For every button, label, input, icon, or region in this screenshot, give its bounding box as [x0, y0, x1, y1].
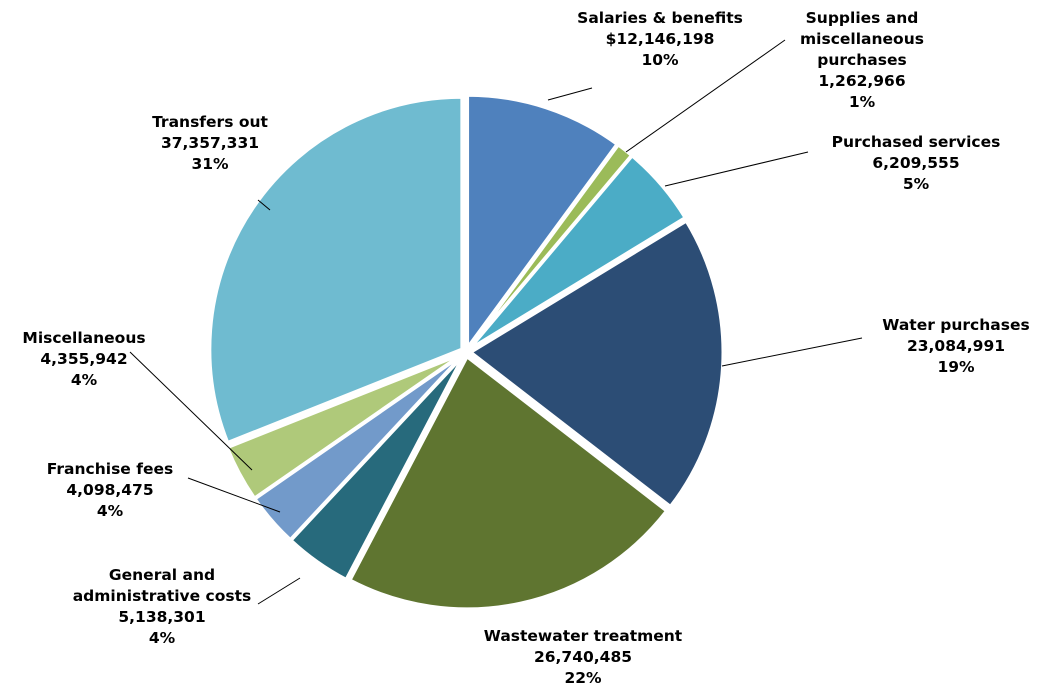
percent-label: 4% — [96, 502, 124, 520]
value-label: 26,740,485 — [533, 648, 633, 666]
value-label: 5,138,301 — [118, 608, 206, 626]
pie-slice — [208, 95, 464, 445]
leader-line — [187, 477, 281, 513]
slice-label: Franchise fees 4,098,475 4% — [20, 459, 200, 522]
leader-line — [257, 577, 301, 605]
pie-slice — [348, 354, 669, 611]
category-label: Purchased services — [831, 133, 1001, 151]
slice-label: Wastewater treatment 26,740,485 22% — [453, 626, 713, 689]
percent-label: 22% — [564, 669, 602, 687]
percent-label: 19% — [937, 358, 975, 376]
slice-label: Purchased services 6,209,555 5% — [806, 132, 1026, 195]
slice-label: General and administrative costs 5,138,30… — [67, 565, 257, 649]
category-label: Miscellaneous — [22, 329, 146, 347]
category-label: Water purchases — [882, 316, 1030, 334]
category-label: Salaries & benefits — [577, 9, 743, 27]
percent-label: 5% — [902, 175, 930, 193]
slice-label: Supplies and miscellaneous purchases 1,26… — [797, 8, 927, 113]
percent-label: 31% — [191, 155, 229, 173]
percent-label: 10% — [641, 51, 679, 69]
value-label: 23,084,991 — [906, 337, 1006, 355]
leader-line — [625, 39, 786, 153]
leader-line — [257, 199, 271, 211]
category-label: Supplies and miscellaneous purchases — [800, 9, 924, 69]
leader-line — [547, 87, 593, 101]
slices — [208, 93, 725, 611]
value-label: 1,262,966 — [818, 72, 906, 90]
value-label: 4,098,475 — [66, 481, 154, 499]
slice-label: Miscellaneous 4,355,942 4% — [4, 328, 164, 391]
pie-slice — [225, 352, 463, 501]
pie-slice — [466, 93, 619, 352]
category-label: General and administrative costs — [72, 566, 252, 605]
value-label: $12,146,198 — [605, 30, 715, 48]
category-label: Franchise fees — [46, 460, 174, 478]
pie-slice — [468, 153, 688, 351]
slice-label: Water purchases 23,084,991 19% — [856, 315, 1046, 378]
percent-label: 4% — [70, 371, 98, 389]
value-label: 4,355,942 — [40, 350, 128, 368]
category-label: Transfers out — [152, 113, 268, 131]
slice-label: Transfers out 37,357,331 31% — [130, 112, 290, 175]
slice-label: Salaries & benefits $12,146,198 10% — [550, 8, 770, 71]
percent-label: 4% — [148, 629, 176, 647]
value-label: 6,209,555 — [872, 154, 960, 172]
leader-line — [129, 351, 253, 471]
value-label: 37,357,331 — [160, 134, 260, 152]
leader-line — [664, 151, 809, 187]
leader-line — [721, 337, 863, 367]
percent-label: 1% — [848, 93, 876, 111]
category-label: Wastewater treatment — [483, 627, 683, 645]
